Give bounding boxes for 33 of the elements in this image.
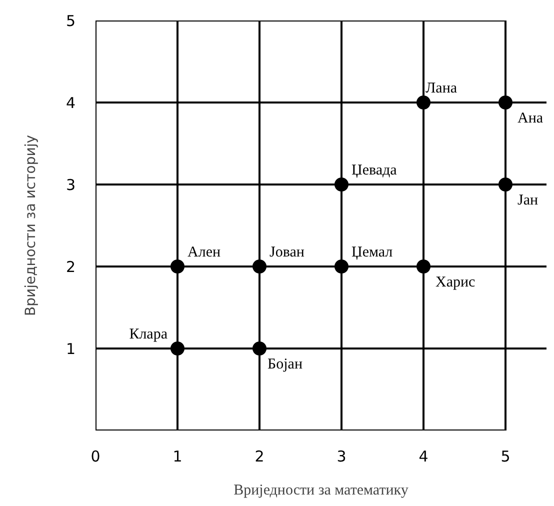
x-tick-label: 0 — [90, 448, 100, 466]
x-tick-label: 4 — [418, 448, 428, 466]
x-tick-label: 2 — [254, 448, 264, 466]
annotation: Џемал — [352, 244, 394, 260]
y-tick-label: 2 — [66, 258, 76, 276]
annotation: Бојан — [268, 356, 302, 372]
x-axis-title: Вриједности за математику — [234, 482, 409, 498]
point — [252, 260, 266, 274]
point — [170, 260, 184, 274]
annotation: Ален — [188, 244, 221, 260]
x-tick-label: 1 — [172, 448, 182, 466]
annotation: Клара — [129, 326, 168, 342]
point — [334, 178, 348, 192]
y-tick-label: 4 — [66, 94, 76, 112]
annotation: Ана — [518, 110, 544, 126]
y-tick-label: 3 — [66, 176, 76, 194]
point — [416, 96, 430, 110]
annotation: Јован — [270, 244, 304, 260]
point — [416, 260, 430, 274]
annotation: Лана — [426, 80, 458, 96]
annotation: Јан — [518, 192, 538, 208]
point — [498, 96, 512, 110]
y-tick-label: 5 — [66, 12, 76, 30]
point — [334, 260, 348, 274]
x-tick-label: 3 — [336, 448, 346, 466]
annotation: Џевада — [352, 162, 398, 178]
x-tick-label: 5 — [500, 448, 510, 466]
y-axis-title: Вриједности за историју — [22, 134, 39, 316]
point — [498, 178, 512, 192]
point — [252, 342, 266, 356]
annotation: Харис — [436, 274, 476, 290]
y-tick-label: 1 — [66, 340, 76, 358]
point — [170, 342, 184, 356]
